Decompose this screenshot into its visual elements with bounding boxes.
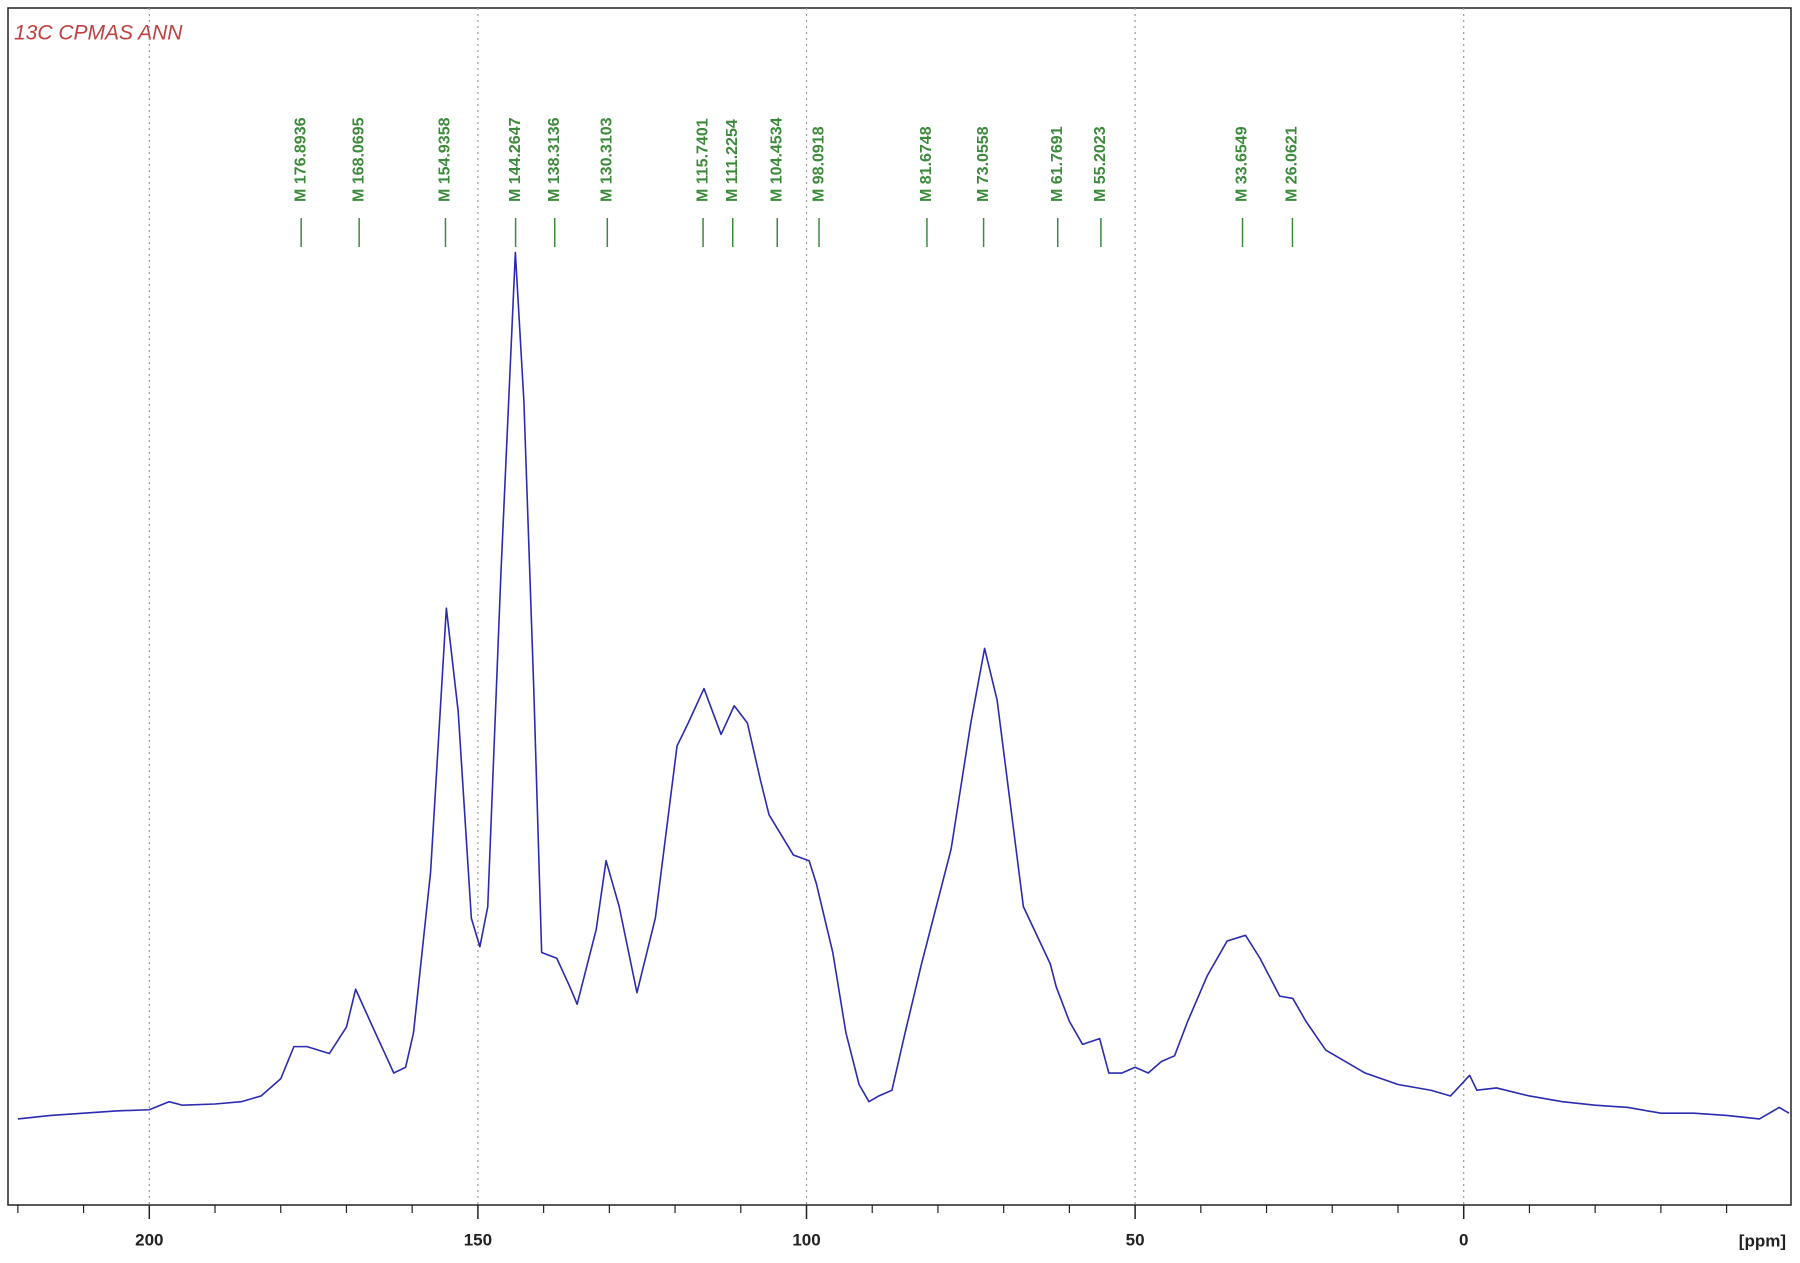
peak-label: M 111.2254 (724, 119, 741, 202)
peak-label: M 168.0695 (350, 117, 367, 202)
peak-label: M 130.3103 (599, 117, 616, 202)
peak-label: M 144.2647 (507, 117, 524, 202)
x-tick-label: 100 (792, 1230, 820, 1249)
x-tick-label: 200 (135, 1230, 163, 1249)
x-tick-label: 0 (1459, 1230, 1468, 1249)
peak-label: M 73.0558 (975, 126, 992, 202)
spectrum-line (17, 251, 1790, 1120)
peak-label: M 138.3136 (546, 117, 563, 202)
x-axis-label: [ppm] (1739, 1231, 1786, 1250)
chart-title: 13C CPMAS ANN (14, 22, 183, 45)
peak-label: M 26.0621 (1284, 126, 1301, 202)
x-tick-label: 50 (1126, 1230, 1145, 1249)
peak-label: M 98.0918 (810, 126, 827, 202)
plot-frame (7, 7, 1792, 1206)
peak-label: M 55.2023 (1092, 126, 1109, 202)
peak-label: M 104.4534 (768, 117, 785, 202)
peak-label: M 176.8936 (292, 117, 309, 202)
peak-label: M 154.9358 (437, 117, 454, 202)
peak-label: M 115.7401 (694, 118, 711, 202)
peak-label: M 33.6549 (1234, 126, 1251, 202)
peak-label: M 81.6748 (918, 126, 935, 202)
peak-label: M 61.7691 (1049, 126, 1066, 202)
x-tick-label: 150 (464, 1230, 492, 1249)
